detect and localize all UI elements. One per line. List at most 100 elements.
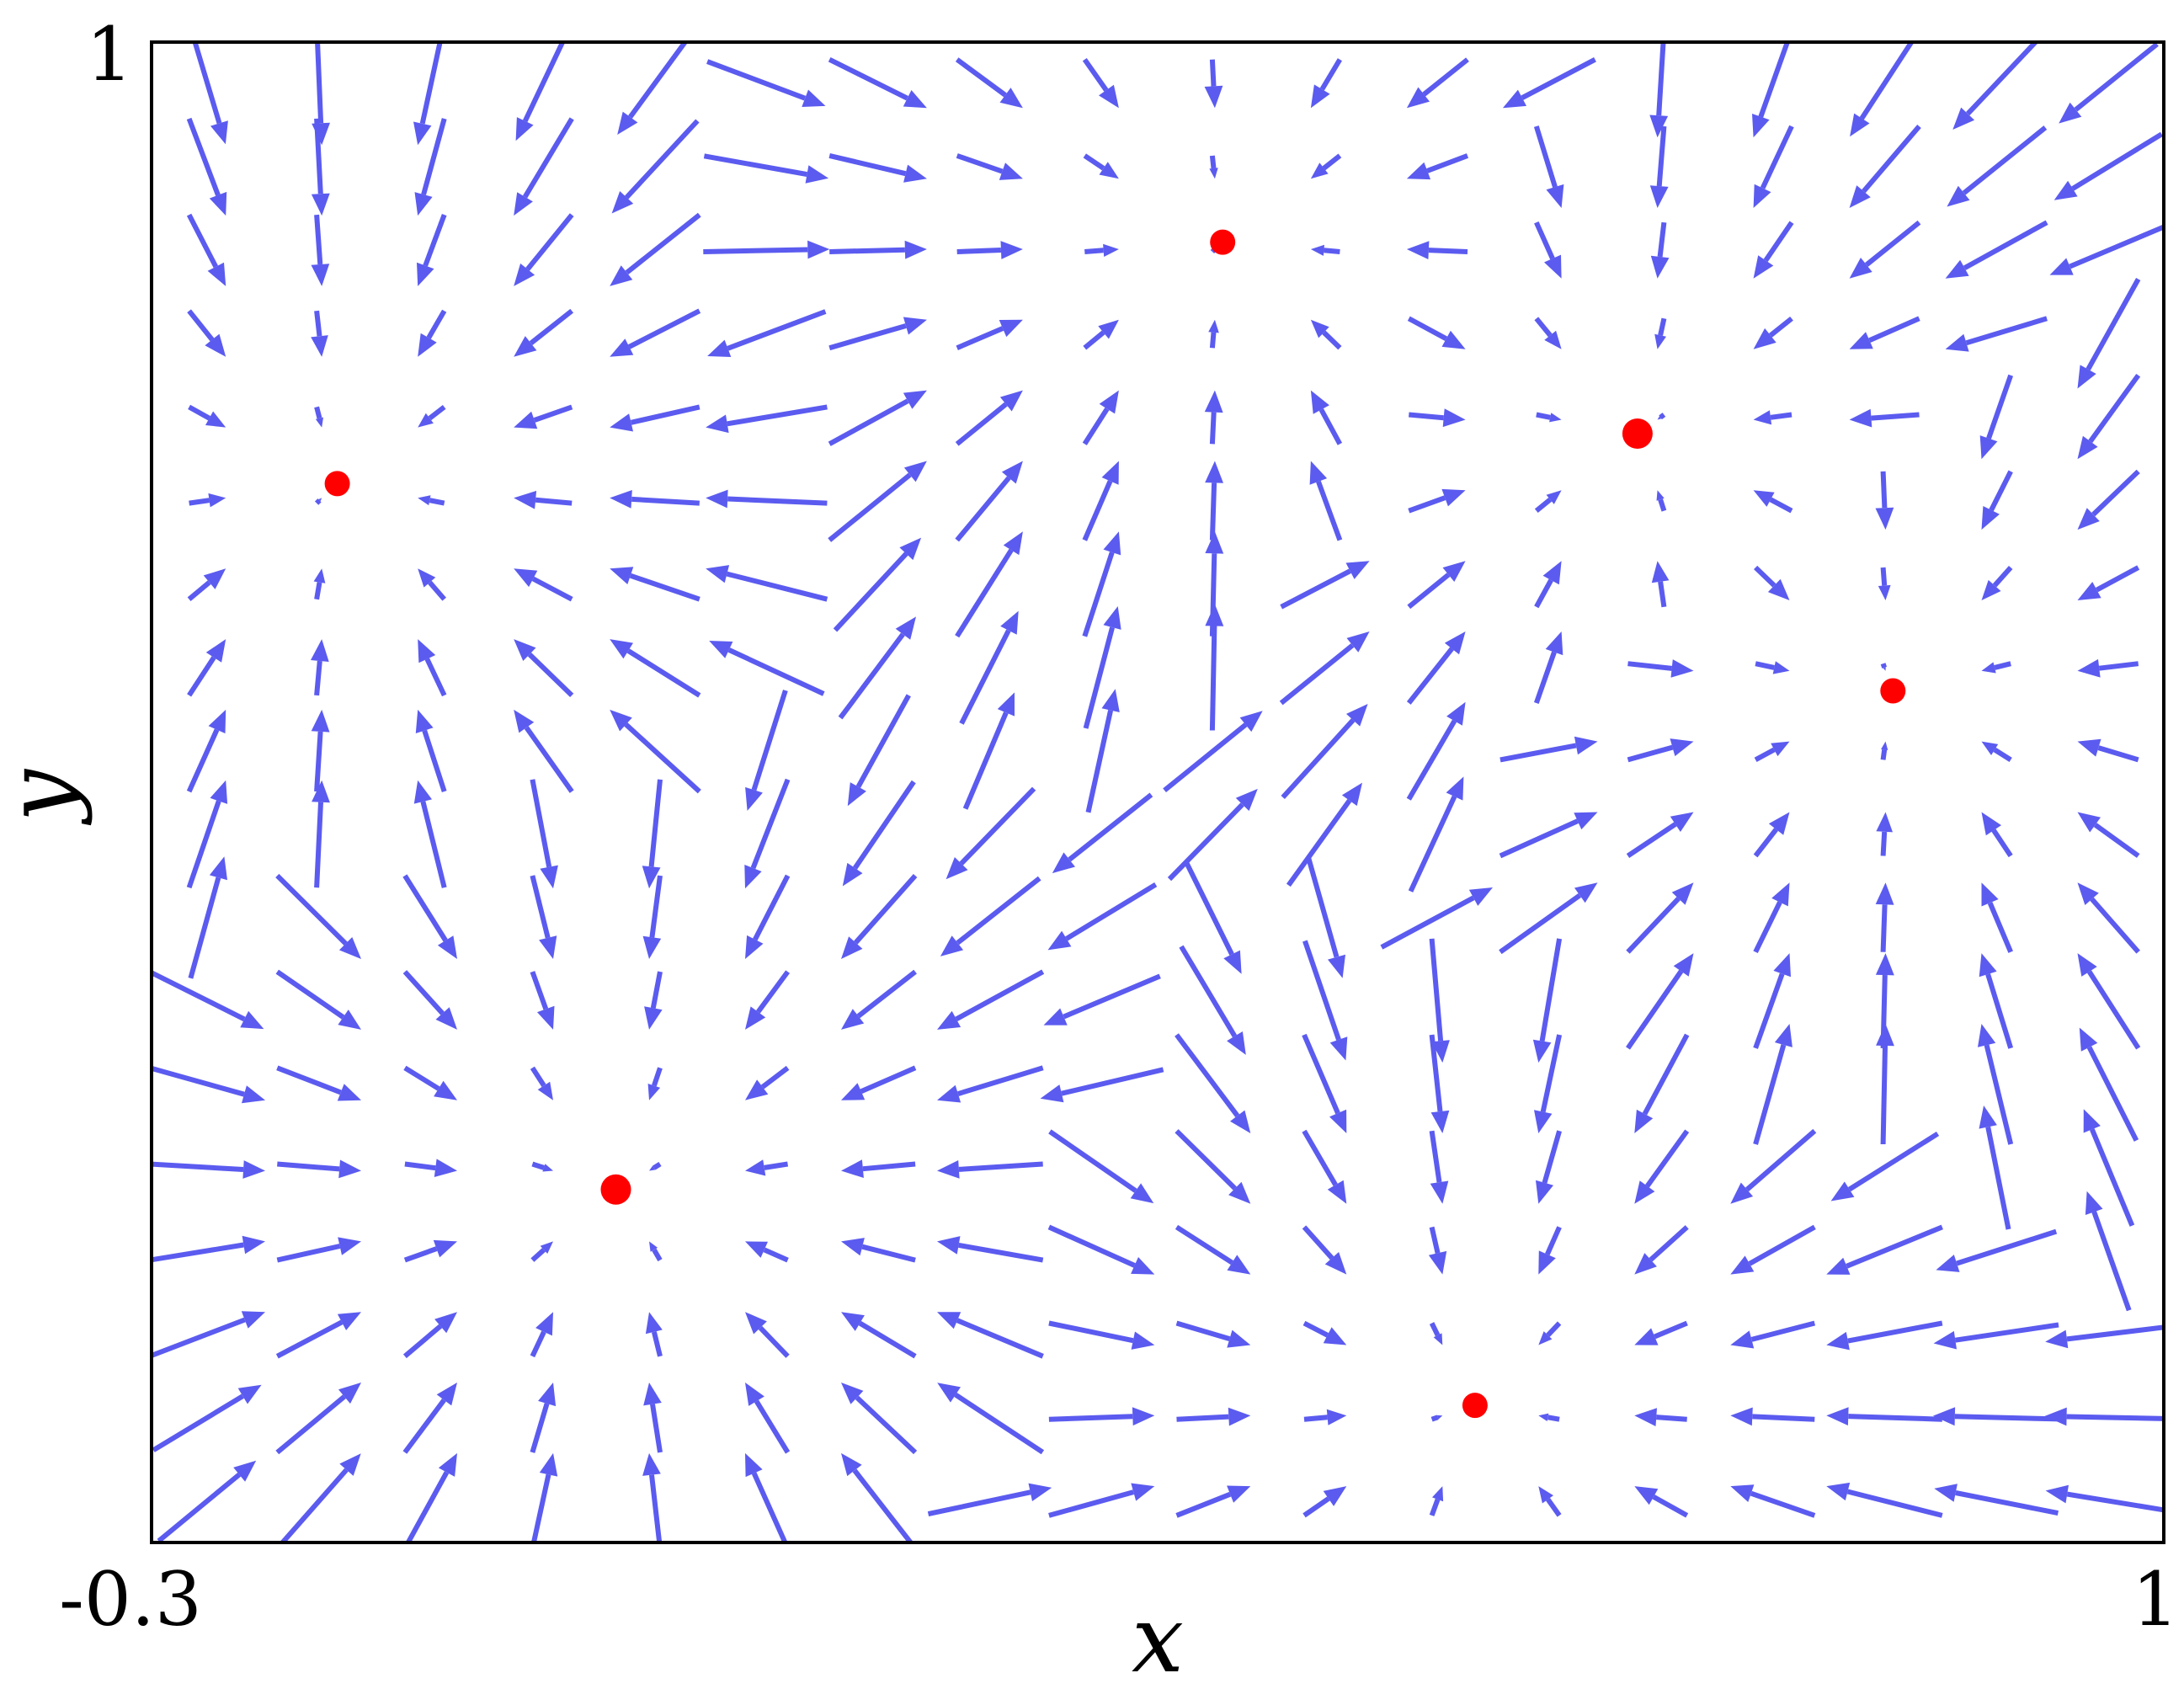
field-arrow-shaft <box>758 1325 790 1358</box>
field-arrow <box>937 1312 1044 1359</box>
field-arrow-head <box>1826 1482 1851 1501</box>
field-arrow-shaft <box>1750 1490 1816 1518</box>
field-arrow <box>1880 741 1888 760</box>
field-arrow-head <box>1753 410 1772 425</box>
field-arrow-shaft <box>1048 1414 1133 1422</box>
field-arrow-shaft <box>1880 471 1888 509</box>
field-arrow-shaft <box>959 629 1011 725</box>
field-arrow-head <box>514 411 538 429</box>
field-arrow-head <box>1878 584 1891 600</box>
field-arrow-head <box>1670 738 1694 757</box>
field-arrow-head <box>903 461 927 482</box>
field-arrow <box>314 498 322 505</box>
field-arrow-head <box>745 1006 766 1030</box>
field-arrow-shaft <box>1209 412 1217 445</box>
field-arrow-head <box>1227 1255 1251 1275</box>
field-arrow <box>828 461 927 542</box>
field-arrow-head <box>1099 84 1119 109</box>
field-arrow-shaft <box>1769 497 1793 514</box>
field-arrow-head <box>2077 435 2098 460</box>
field-arrow <box>189 493 226 508</box>
field-arrow <box>841 1452 914 1542</box>
field-arrow <box>1175 1129 1251 1204</box>
field-arrow-head <box>745 1079 769 1100</box>
field-arrow-shaft <box>1082 480 1113 541</box>
field-arrow <box>314 406 323 428</box>
field-arrow-shaft <box>419 42 443 125</box>
field-arrow <box>418 568 446 601</box>
field-arrow-shaft <box>631 496 700 506</box>
field-arrow-head <box>706 414 729 434</box>
field-arrow-head <box>1978 1024 1996 1047</box>
field-arrow-head <box>1446 776 1464 801</box>
field-arrow-shaft <box>1540 1034 1563 1113</box>
field-arrow-shaft <box>315 42 324 124</box>
field-arrow-head <box>1934 1484 1958 1502</box>
field-arrow <box>1082 390 1119 445</box>
field-arrow-shaft <box>1499 892 1582 955</box>
field-arrow-head <box>237 1384 262 1404</box>
field-arrow <box>937 1383 1045 1455</box>
source-point <box>324 471 350 497</box>
field-arrow-shaft <box>653 1161 662 1170</box>
field-arrow-head <box>311 264 330 286</box>
field-arrow-shaft <box>1407 316 1448 341</box>
field-arrow-head <box>312 122 330 146</box>
field-arrow-shaft <box>1847 1320 1943 1344</box>
field-arrow-shaft <box>1302 940 1341 1041</box>
field-arrow <box>312 42 330 146</box>
field-arrow-head <box>1442 561 1466 582</box>
field-arrow-head <box>617 111 638 135</box>
field-arrow-shaft <box>652 1248 663 1262</box>
field-arrow-head <box>1534 1110 1553 1133</box>
field-arrow-shaft <box>402 1324 443 1359</box>
field-arrow-shaft <box>1175 1224 1234 1265</box>
field-arrow-shaft <box>1880 663 1888 669</box>
field-arrow-head <box>1981 579 2001 600</box>
field-arrow-shaft <box>855 1395 918 1455</box>
plot-frame <box>150 40 2165 1544</box>
field-arrow-shaft <box>1994 661 2011 670</box>
field-arrow <box>1626 953 1694 1050</box>
field-arrow-head <box>1432 1486 1444 1502</box>
field-arrow-shaft <box>314 582 322 600</box>
field-arrow-shaft <box>1048 1320 1134 1344</box>
field-arrow-shaft <box>152 1161 244 1172</box>
field-arrow-shaft <box>853 780 916 870</box>
field-arrow-shaft <box>838 632 905 720</box>
field-arrow <box>275 873 361 959</box>
field-arrow-head <box>1538 1486 1553 1504</box>
field-arrow-shaft <box>2091 1211 2132 1312</box>
field-arrow <box>1409 408 1466 428</box>
field-arrow-head <box>1657 416 1662 420</box>
field-arrow <box>1175 1485 1251 1518</box>
field-arrow <box>188 856 227 979</box>
field-arrow-shaft <box>1209 155 1217 169</box>
field-arrow <box>2077 812 2140 858</box>
field-arrow-head <box>437 935 457 959</box>
field-arrow-head <box>1329 1109 1347 1133</box>
field-arrow-shaft <box>187 309 215 342</box>
field-arrow-shaft <box>1302 1320 1329 1338</box>
field-arrow-shaft <box>1083 153 1105 171</box>
field-arrow <box>1534 221 1562 279</box>
field-arrow <box>2077 738 2139 763</box>
field-arrow-shaft <box>314 406 322 419</box>
field-arrow-head <box>1227 1485 1251 1503</box>
field-arrow-shaft <box>1209 332 1217 349</box>
field-arrow-shaft <box>277 1161 340 1172</box>
field-arrow <box>1281 704 1368 800</box>
field-arrow-head <box>339 1453 361 1476</box>
field-arrow-shaft <box>856 969 917 1019</box>
field-arrow <box>1286 782 1362 887</box>
field-arrow-shaft <box>1991 829 2013 858</box>
field-arrow <box>1753 316 1793 349</box>
field-arrow-head <box>1101 461 1119 485</box>
field-arrow <box>706 565 828 602</box>
field-arrow-head <box>1546 490 1562 504</box>
field-arrow <box>1538 1321 1562 1345</box>
field-arrow <box>531 1161 553 1172</box>
field-arrow-head <box>318 498 322 502</box>
field-arrow <box>2077 278 2141 389</box>
field-arrow <box>1936 1228 2058 1272</box>
